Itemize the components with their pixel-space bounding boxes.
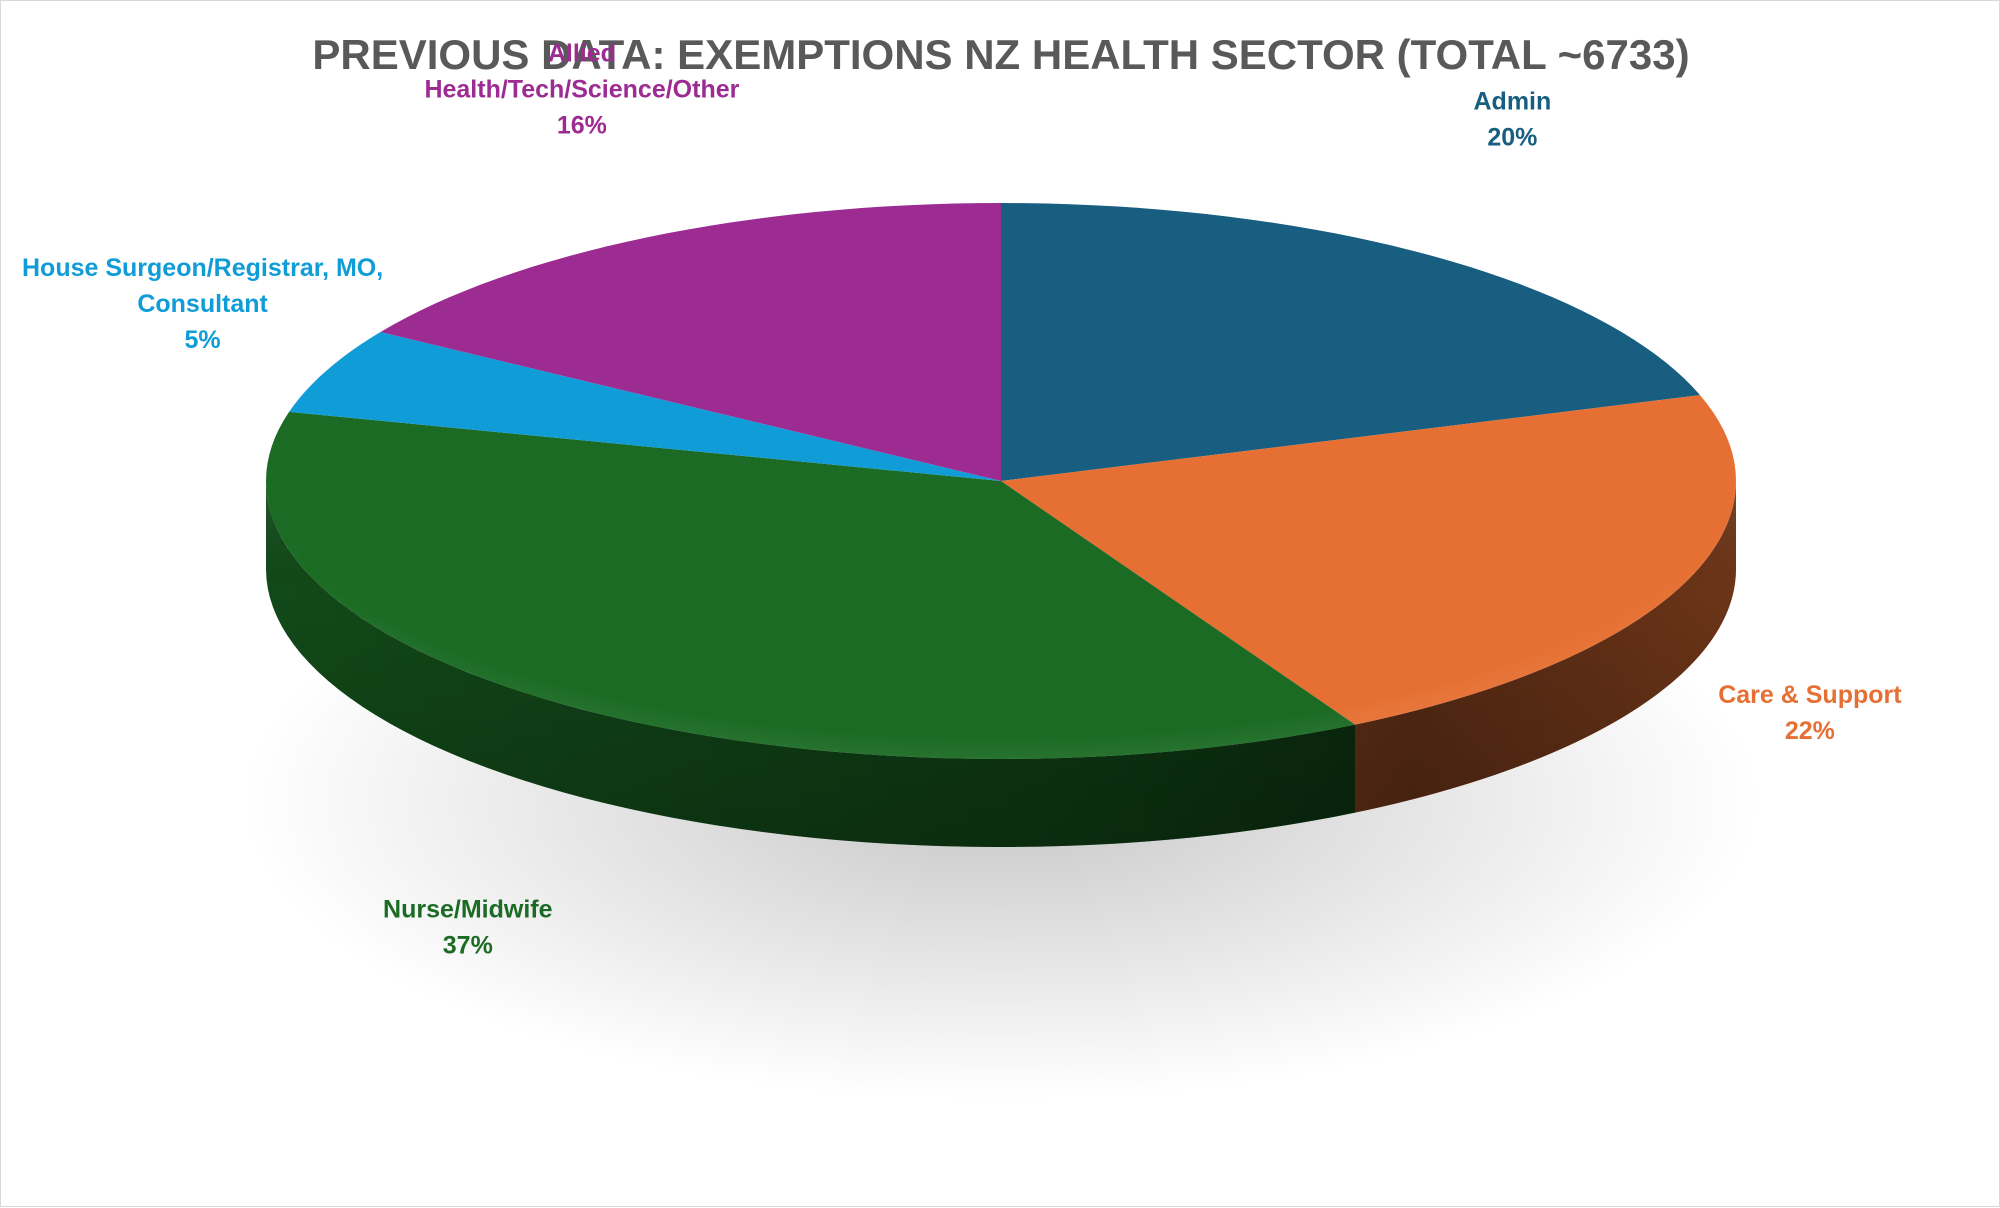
data-label-name: House Surgeon/Registrar, MO, bbox=[22, 254, 383, 282]
data-label-name: Admin bbox=[1474, 88, 1552, 116]
pie-side-shade-vertical bbox=[266, 481, 1736, 847]
pie-top-bevel bbox=[266, 203, 1736, 759]
data-label-name: Nurse/Midwife bbox=[383, 895, 553, 923]
data-label-percent: 16% bbox=[557, 111, 607, 139]
data-label-allied-health-tech-science-other: Allied Health/Tech/Science/Other 16% bbox=[424, 39, 739, 139]
data-label-name: Consultant bbox=[137, 290, 268, 318]
data-label-name: Allied bbox=[548, 39, 616, 67]
data-label-percent: 20% bbox=[1487, 124, 1537, 152]
data-label-percent: 5% bbox=[185, 326, 221, 354]
chart-title: PREVIOUS DATA: EXEMPTIONS NZ HEALTH SECT… bbox=[312, 31, 1690, 78]
data-label-nurse-midwife: Nurse/Midwife 37% bbox=[383, 895, 553, 959]
data-label-name: Health/Tech/Science/Other bbox=[424, 75, 739, 103]
data-label-house-surgeon-registrar-mo-consultant: House Surgeon/Registrar, MO, Consultant 5% bbox=[22, 254, 383, 354]
data-label-admin: Admin 20% bbox=[1474, 88, 1552, 152]
data-label-percent: 37% bbox=[443, 931, 493, 959]
data-label-name: Care & Support bbox=[1718, 681, 1902, 709]
data-label-percent: 22% bbox=[1785, 717, 1835, 745]
data-label-care-support: Care & Support 22% bbox=[1718, 681, 1902, 745]
